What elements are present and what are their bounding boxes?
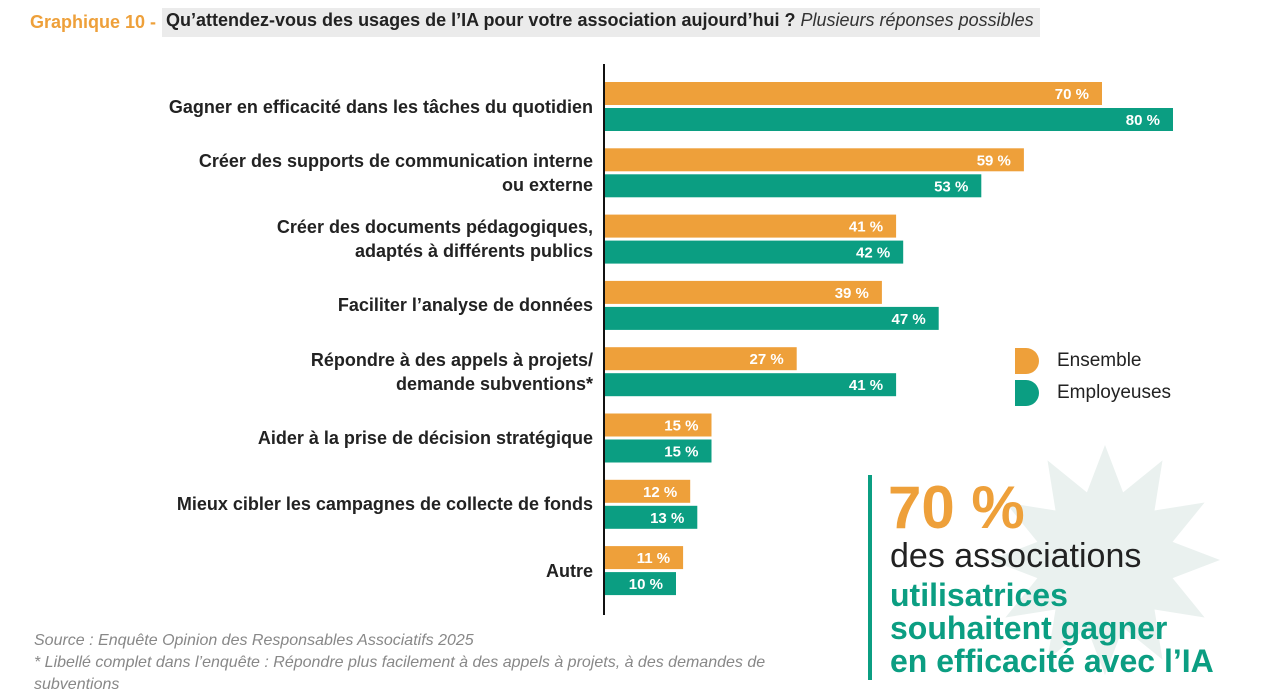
category-label-line: adaptés à différents publics <box>354 241 593 262</box>
category-label: Créer des supports de communication inte… <box>199 149 593 197</box>
legend: Ensemble Employeuses <box>1015 345 1171 409</box>
category-label: Aider à la prise de décision stratégique <box>258 426 593 450</box>
data-label: 47 % <box>891 311 925 328</box>
category-label-line: Créer des supports de communication inte… <box>198 150 593 171</box>
bar-employeuses <box>605 108 1173 131</box>
callout-line-2c: en efficacité avec l’IA <box>890 643 1214 679</box>
category-label-line: Créer des documents pédagogiques, <box>276 217 593 238</box>
data-label: 10 % <box>629 576 663 593</box>
title-question: Qu’attendez-vous des usages de l’IA pour… <box>166 9 796 30</box>
callout-percentage: 70 % <box>888 474 1025 541</box>
bar-chart: 70 % 80 % 59 % 53 % 41 % 42 % 39 % 47 % 27 % 41 %… <box>603 64 1173 615</box>
callout-line-2: utilisatrices souhaitent gagner en effic… <box>890 579 1214 678</box>
title-question-box: Qu’attendez-vous des usages de l’IA pour… <box>162 7 1040 37</box>
title-prefix: Graphique 10 - <box>30 11 157 32</box>
callout-line-2a: utilisatrices <box>890 577 1068 613</box>
star-shape <box>990 445 1220 675</box>
category-label-line: Faciliter l’analyse de données <box>337 295 593 316</box>
data-label: 27 % <box>749 351 783 368</box>
footer: Source : Enquête Opinion des Responsable… <box>34 630 794 696</box>
bar-employeuses <box>605 439 712 463</box>
data-label: 53 % <box>934 178 968 195</box>
footnote: * Libellé complet dans l’enquête : Répon… <box>34 654 766 693</box>
callout-line-2b: souhaitent gagner <box>890 610 1168 646</box>
category-label: Créer des documents pédagogiques, adaptés… <box>277 215 593 263</box>
data-label: 70 % <box>1055 86 1089 103</box>
legend-item-employeuses: Employeuses <box>1015 377 1171 409</box>
category-label-line: Mieux cibler les campagnes de collecte d… <box>176 494 593 515</box>
legend-swatch-ensemble <box>1015 348 1039 374</box>
callout-line-1: des associations <box>890 537 1142 575</box>
category-label-line: Gagner en efficacité dans les tâches du … <box>168 96 593 117</box>
data-label: 12 % <box>643 484 677 501</box>
bar-ensemble <box>605 413 712 437</box>
data-label: 41 % <box>849 219 883 236</box>
bar-ensemble <box>605 546 684 570</box>
category-label-line: Autre <box>545 560 593 581</box>
legend-label: Employeuses <box>1057 382 1172 403</box>
legend-item-ensemble: Ensemble <box>1015 345 1171 377</box>
bar-employeuses <box>605 505 698 529</box>
category-label-line: demande subventions* <box>395 373 593 394</box>
category-label: Autre <box>546 559 593 583</box>
legend-swatch-employeuses <box>1015 380 1039 406</box>
data-label: 41 % <box>849 377 883 394</box>
category-label: Mieux cibler les campagnes de collecte d… <box>177 492 593 516</box>
bar-employeuses <box>605 572 676 596</box>
data-label: 42 % <box>856 245 890 262</box>
bar-ensemble <box>605 347 797 371</box>
bar-ensemble <box>605 214 897 238</box>
title-note: Plusieurs réponses possibles <box>800 9 1034 30</box>
data-label: 15 % <box>664 444 698 461</box>
category-label: Gagner en efficacité dans les tâches du … <box>169 95 593 119</box>
data-label: 59 % <box>977 152 1011 169</box>
category-label-line: ou externe <box>501 174 593 195</box>
chart-title: Graphique 10 - Qu’attendez-vous des usag… <box>30 7 1040 37</box>
callout-accent-bar <box>868 475 872 680</box>
data-label: 39 % <box>835 285 869 302</box>
category-label-line: Répondre à des appels à projets/ <box>310 349 593 370</box>
data-label: 13 % <box>650 510 684 527</box>
bar-employeuses <box>605 174 982 198</box>
legend-label: Ensemble <box>1057 350 1142 371</box>
key-figure-callout: 70 % des associations utilisatrices souh… <box>868 474 1258 680</box>
source-note: Source : Enquête Opinion des Responsable… <box>34 632 474 649</box>
data-label: 11 % <box>637 550 670 567</box>
category-label: Répondre à des appels à projets/demande … <box>311 348 593 396</box>
bar-ensemble <box>605 148 1024 172</box>
category-label-line: Aider à la prise de décision stratégique <box>257 428 593 448</box>
bar-ensemble <box>605 280 882 304</box>
category-label: Faciliter l’analyse de données <box>338 293 593 317</box>
bar-employeuses <box>605 240 904 264</box>
bar-ensemble <box>605 82 1102 105</box>
bar-employeuses <box>605 306 939 330</box>
bar-employeuses <box>605 373 897 397</box>
data-label: 15 % <box>664 418 698 435</box>
bar-ensemble <box>605 479 691 503</box>
data-label: 80 % <box>1126 112 1160 129</box>
